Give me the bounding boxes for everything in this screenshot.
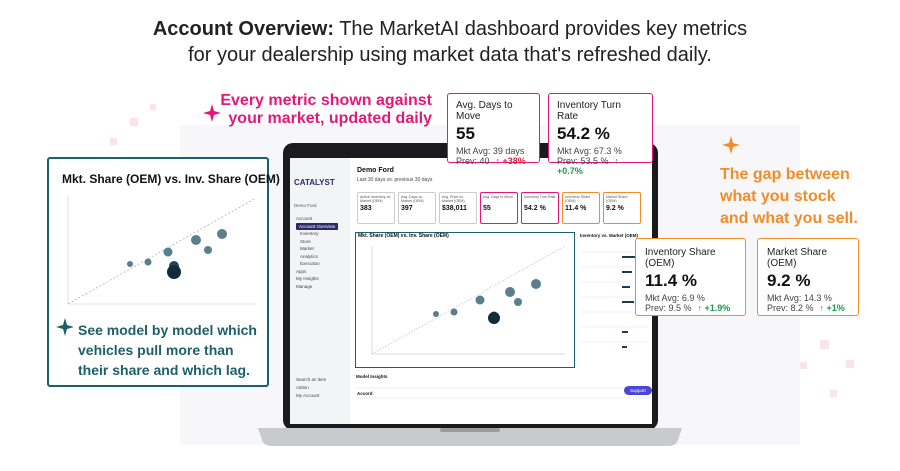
card-change: ↑ +1.9%	[697, 303, 731, 313]
mini-scatter	[371, 245, 566, 355]
nav-item[interactable]: Inventory	[300, 231, 319, 236]
mini-card: Avg. Price vs. Market (OEM) $38,011	[439, 192, 477, 224]
callout-line: See model by model which	[78, 322, 257, 338]
mini-card: Inventory Turn Rate 54.2 %	[521, 192, 559, 224]
callout-line: vehicles pull more than	[78, 342, 234, 358]
mini-card-value: 383	[360, 205, 372, 212]
card-prev: Prev: 53.5 %	[557, 156, 609, 166]
nav-item[interactable]: Market	[300, 246, 314, 251]
card-prev: Prev: 40	[456, 156, 490, 166]
mini-card-value: 54.2 %	[524, 205, 546, 212]
header-line-1: Account Overview: The MarketAI dashboard…	[0, 18, 900, 41]
nav-item[interactable]: My Insights	[296, 276, 319, 281]
card-value: 55	[456, 124, 475, 143]
mini-card-value: 9.2 %	[606, 205, 624, 212]
card-title: Inventory Turn Rate	[557, 100, 621, 122]
card-change: ↑ +0.7%	[557, 156, 620, 176]
sparkle-icon	[722, 136, 740, 154]
card-mkt: Mkt Avg: 14.3 %	[767, 293, 832, 303]
nav: Account Account Overview Inventory Store Mar…	[296, 215, 339, 290]
card-inv-share: Inventory Share (OEM) 11.4 % Mkt Avg: 6.…	[635, 238, 746, 316]
mini-card: Inventory Share (OEM) 11.4 %	[562, 192, 600, 224]
card-value: 9.2 %	[767, 271, 811, 290]
mini-card-title: Inventory Share (OEM)	[565, 195, 591, 203]
store-select[interactable]: Demo Ford	[294, 203, 317, 208]
scatter-title: Mkt. Share (OEM) vs. Inv. Share (OEM)	[62, 172, 280, 186]
mini-card-value: 55	[483, 205, 491, 212]
dashboard-title: Demo Ford	[357, 167, 394, 174]
mini-card: Market Share (OEM) 9.2 %	[603, 192, 641, 224]
nav-item[interactable]: Account	[296, 216, 313, 221]
card-prev: Prev: 9.5 %	[645, 303, 692, 313]
card-turn: Inventory Turn Rate 54.2 % Mkt Avg: 67.3…	[548, 93, 653, 176]
header-bold: Account Overview:	[152, 18, 334, 40]
nav-item[interactable]: Store	[300, 238, 311, 244]
header-text: The MarketAI dashboard provides key metr…	[339, 18, 748, 40]
nav-item[interactable]: Search an item	[296, 377, 327, 382]
card-mkt: Mkt Avg: 39 days	[456, 146, 525, 156]
mini-card-value: 11.4 %	[565, 205, 587, 212]
mini-card-value: $38,011	[442, 205, 467, 212]
nav-item[interactable]: Account Overview	[296, 222, 339, 230]
mini-card-title: Avg. Price vs. Market (OEM)	[442, 195, 465, 203]
sidebar	[290, 158, 350, 424]
nav-item[interactable]: Admin	[296, 385, 309, 390]
card-prev: Prev: 8.2 %	[767, 303, 814, 313]
logo: CATALYST	[294, 178, 335, 187]
header-line-2: for your dealership using market data th…	[188, 44, 712, 66]
nav-item[interactable]: Manage	[296, 283, 313, 289]
nav-item[interactable]: Analytics	[300, 253, 319, 259]
nav-item[interactable]: My Account	[296, 393, 320, 398]
callout-model: See model by model which vehicles pull m…	[78, 320, 257, 380]
insights-table	[356, 387, 650, 399]
nav-item[interactable]: Apps	[296, 268, 307, 274]
sparkle-icon	[203, 104, 221, 122]
insights-row: Accord	[357, 391, 373, 396]
mini-card-title: Market Share (OEM)	[606, 195, 628, 203]
nav-bottom: Search an item Admin My Account	[296, 376, 326, 400]
mini-card: Avg. Days vs. Market (OEM) 397	[398, 192, 436, 224]
card-value: 54.2 %	[557, 124, 610, 143]
dashboard-subtitle: Last 30 days vs. previous 30 days	[357, 177, 433, 183]
mini-card-title: Inventory Turn Rate	[524, 195, 556, 199]
callout-line: your market, updated daily	[228, 110, 432, 127]
table-title: Inventory vs. Market (OEM)	[580, 233, 639, 238]
card-mkt-share: Market Share (OEM) 9.2 % Mkt Avg: 14.3 %…	[757, 238, 859, 316]
callout-line: Every metric shown against	[220, 92, 432, 109]
card-change: ↑ +1%	[819, 303, 845, 313]
chart-title: Mkt. Share (OEM) vs. Inv. Share (OEM)	[358, 233, 449, 239]
callout-line: what you stock	[720, 188, 836, 205]
callout-metric: Every metric shown against your market, …	[220, 92, 432, 128]
nav-item[interactable]: Execution	[300, 261, 320, 266]
mini-card-title: Avg. Days vs. Market (OEM)	[401, 195, 424, 203]
mini-card-title: Active Inventory vs. Market (OEM)	[360, 195, 392, 203]
mini-card: Avg. Days to Move 55	[480, 192, 518, 224]
chart-panel	[355, 232, 575, 368]
card-change: ↑ +38%	[495, 156, 526, 166]
mini-card-value: 397	[401, 205, 413, 212]
card-title: Market Share (OEM)	[767, 247, 828, 269]
scatter-plot	[67, 196, 257, 305]
scatter-panel	[47, 157, 269, 387]
card-days: Avg. Days to Move 55 Mkt Avg: 39 days Pr…	[447, 93, 540, 166]
support-button[interactable]: Support	[624, 386, 652, 395]
callout-line: and what you sell.	[720, 210, 858, 227]
card-mkt: Mkt Avg: 6.9 %	[645, 293, 705, 303]
insights-title: Model Insights	[356, 374, 388, 379]
mini-card-title: Avg. Days to Move	[483, 195, 514, 199]
card-mkt: Mkt Avg: 67.3 %	[557, 146, 622, 156]
sparkle-icon	[56, 318, 74, 336]
mini-card: Active Inventory vs. Market (OEM) 383	[357, 192, 395, 224]
card-value: 11.4 %	[645, 271, 697, 290]
callout-line: The gap between	[720, 166, 850, 183]
card-title: Inventory Share (OEM)	[645, 247, 716, 269]
card-title: Avg. Days to Move	[456, 100, 513, 122]
callout-line: their share and which lag.	[78, 362, 250, 378]
callout-gap: The gap between what you stock and what …	[720, 164, 858, 230]
